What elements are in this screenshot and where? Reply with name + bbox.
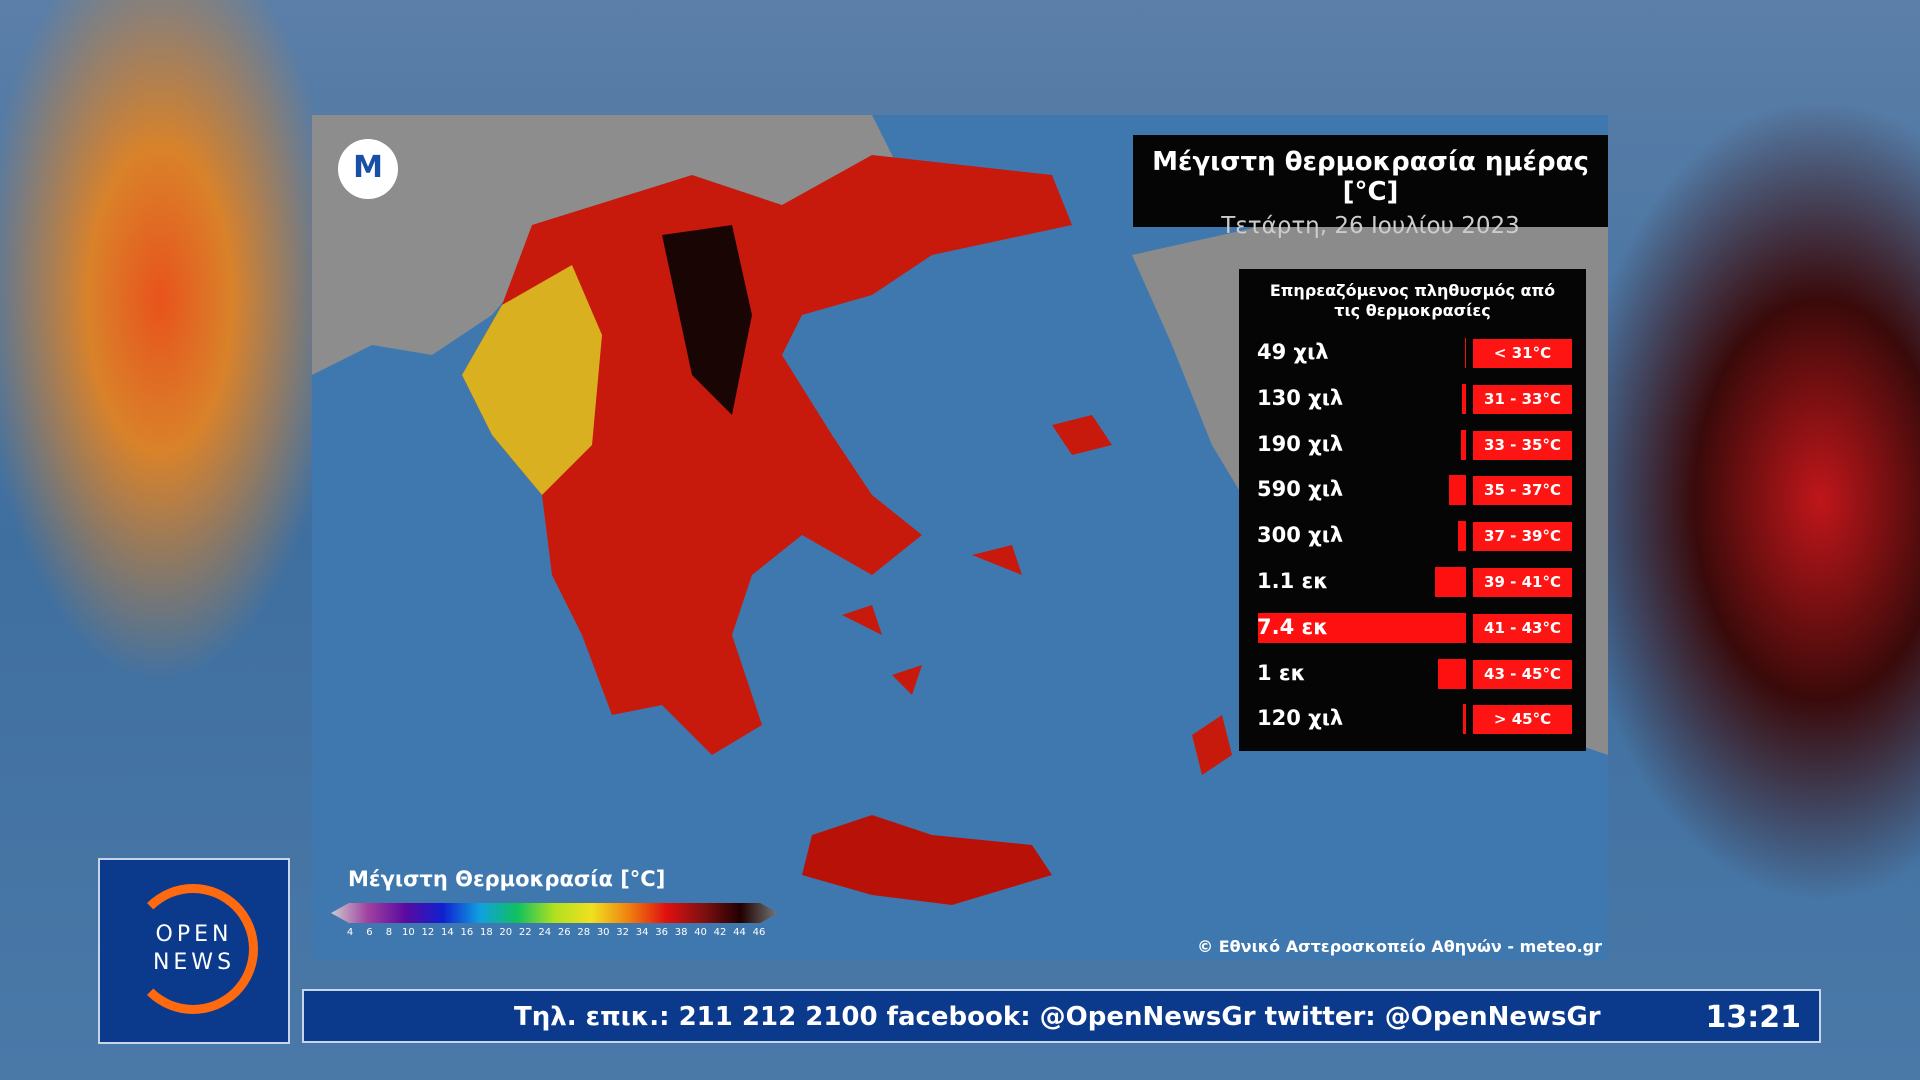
population-bar [1457,521,1466,552]
map-title: Μέγιστη θερμοκρασία ημέρας [°C] [1152,147,1589,207]
legend-tick-label: 42 [713,927,727,938]
legend-tick-label: 22 [518,927,532,938]
legend-tick-label: 30 [596,927,610,938]
temperature-range: 41 - 43°C [1473,613,1572,643]
temperature-range: < 31°C [1473,339,1572,368]
temperature-range: 31 - 33°C [1473,384,1572,414]
crete [802,815,1052,905]
temperature-range: 43 - 45°C [1473,659,1572,689]
temperature-range: 39 - 41°C [1473,568,1572,597]
islands [842,415,1232,775]
legend-tick-label: 10 [402,927,415,938]
population-bar [1449,475,1466,506]
legend-tick-label: 36 [655,927,668,938]
legend-tick-label: 44 [733,927,746,938]
clock: 13:21 [1705,1000,1802,1035]
population-bar [1462,383,1466,414]
legend-tick-label: 28 [577,927,591,938]
population-label: 1 εκ [1257,660,1306,685]
temperature-range: > 45°C [1473,705,1572,735]
legend-tick-label: 18 [479,927,493,938]
population-panel: Επηρεαζόμενος πληθυσμός από τις θερμοκρα… [1239,269,1586,751]
population-label: 300 χιλ [1257,523,1344,548]
legend-tick-label: 12 [421,927,435,938]
panel-title: Επηρεαζόμενος πληθυσμός από τις θερμοκρα… [1269,281,1556,320]
logo-line: OPEN [155,922,233,947]
map-title-box: Μέγιστη θερμοκρασία ημέρας [°C] Τετάρτη,… [1133,135,1608,239]
population-bar [1462,704,1466,735]
logo-ring [128,884,258,1014]
mainland [462,155,1072,755]
legend-tick-label: 16 [460,927,474,938]
mainland-hot [662,225,752,415]
population-bar [1437,658,1466,689]
legend-tick-label: 40 [694,927,707,938]
legend-tick-label: 6 [366,927,373,938]
legend-tick-label: 4 [346,927,354,938]
legend-title: Μέγιστη Θερμοκρασία [°C] [348,867,666,891]
population-bar [1460,429,1466,460]
temperature-range: 37 - 39°C [1473,522,1572,552]
legend-tick-label: 34 [635,927,649,938]
legend-tick-label: 26 [557,927,571,938]
logo-line: NEWS [152,950,236,975]
temperature-range: 33 - 35°C [1473,430,1572,460]
population-bar [1258,612,1466,643]
legend-tick-label: 38 [674,927,688,938]
channel-logo: OPEN NEWS [98,858,290,1044]
mainland-cooler [462,265,602,495]
population-label: 590 χιλ [1257,477,1344,502]
population-label: 130 χιλ [1257,385,1344,410]
population-label: 120 χιλ [1257,706,1344,731]
legend-ticks: 4 6 8 10 12 14 16 18 20 22 24 26 28 30 32 34 36 38 40 42 44 4… [346,927,766,941]
meteo-logo: M [338,139,398,199]
legend-tick-label: 8 [385,927,393,938]
legend-color-bar [331,903,778,923]
legend-tick-label: 24 [538,927,552,938]
legend-tick-label: 20 [499,927,513,938]
legend-tick-label: 14 [441,927,454,938]
weather-map: M Μέγιστη θερμοκρασία ημέρας [°C] Τετάρτ… [312,115,1608,961]
temperature-range: 35 - 37°C [1473,476,1572,506]
news-ticker: Τηλ. επικ.: 211 212 2100 facebook: @Open… [302,989,1821,1043]
population-label: 7.4 εκ [1257,614,1329,639]
population-label: 49 χιλ [1257,340,1329,364]
map-subtitle: Τετάρτη, 26 Ιουλίου 2023 [1221,213,1520,239]
legend-tick-label: 32 [616,927,630,938]
population-bar [1464,338,1466,368]
population-bar [1435,567,1466,597]
map-credit: © Εθνικό Αστεροσκοπείο Αθηνών - meteo.gr [1197,937,1602,956]
ticker-text: Τηλ. επικ.: 211 212 2100 facebook: @Open… [514,1002,1601,1032]
legend-tick-label: 46 [752,927,766,938]
population-label: 190 χιλ [1257,431,1344,456]
population-label: 1.1 εκ [1257,569,1329,593]
